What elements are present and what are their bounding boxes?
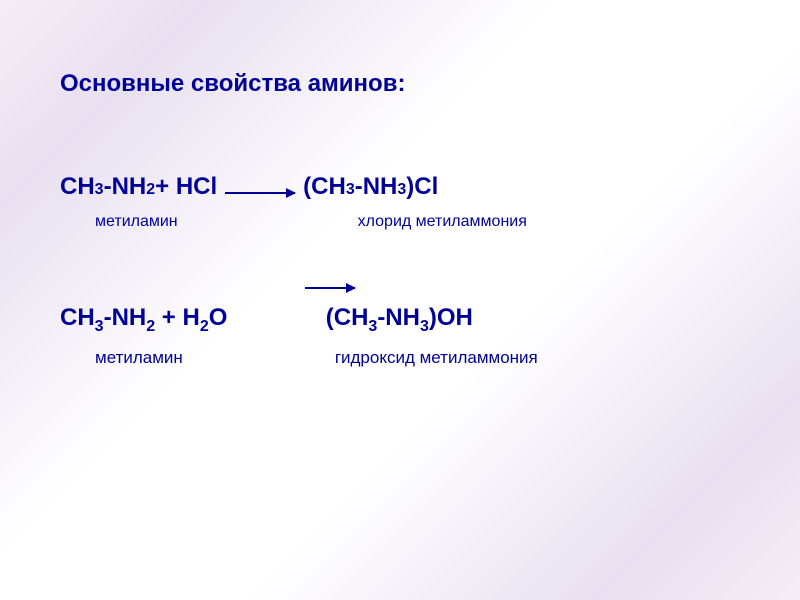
reactant-1-label: метиламин [95, 213, 178, 231]
product-1-label: хлорид метиламмония [358, 213, 527, 231]
equation-1-labels: метиламин хлорид метиламмония [60, 213, 740, 231]
standalone-arrow-row [60, 286, 740, 304]
equation-2: CH3-NH2 + H2O (CH3-NH3)OH [60, 304, 740, 336]
reaction-arrow-icon [305, 287, 355, 289]
equation-2-reactant: CH3-NH2 + H2O [60, 304, 227, 331]
equation-2-labels: метиламин гидроксид метиламмония [60, 348, 740, 368]
equation-1-product: (CH3-NH3)Cl [303, 173, 438, 201]
slide-content: Основные свойства аминов: CH3-NH2 + HCl … [0, 0, 800, 438]
equation-2-product: (CH3-NH3)OH [326, 304, 473, 331]
equation-1: CH3-NH2 + HCl (CH3-NH3)Cl [60, 173, 740, 213]
product-2-label: гидроксид метиламмония [335, 348, 538, 368]
slide-title: Основные свойства аминов: [60, 70, 740, 98]
equation-1-reactant: CH3-NH2 + HCl [60, 173, 217, 201]
reaction-arrow-icon [225, 192, 295, 194]
reactant-2-label: метиламин [95, 348, 183, 368]
